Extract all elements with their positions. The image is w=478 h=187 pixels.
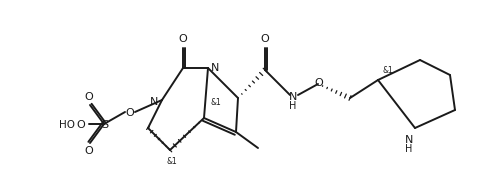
- Text: O: O: [76, 120, 86, 130]
- Text: N: N: [150, 97, 158, 107]
- Text: HO: HO: [59, 120, 75, 130]
- Text: N: N: [211, 63, 219, 73]
- Text: &1: &1: [167, 157, 177, 166]
- Text: O: O: [261, 34, 270, 44]
- Text: N: N: [289, 92, 297, 102]
- Text: O: O: [85, 146, 93, 156]
- Text: H: H: [289, 101, 297, 111]
- Text: &1: &1: [211, 97, 221, 107]
- Text: N: N: [405, 135, 413, 145]
- Text: O: O: [179, 34, 187, 44]
- Text: O: O: [85, 92, 93, 102]
- Text: O: O: [126, 108, 134, 118]
- Text: H: H: [405, 144, 413, 154]
- Text: &1: &1: [382, 65, 393, 74]
- Text: O: O: [315, 78, 324, 88]
- Text: S: S: [101, 120, 109, 130]
